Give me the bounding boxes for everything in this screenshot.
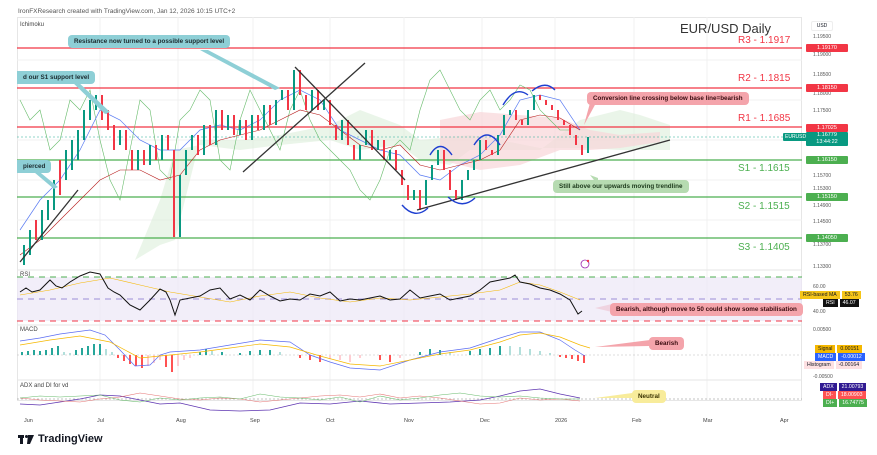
r2-label: R2 - 1.1815 (738, 73, 791, 84)
last-price-tag: 1.16779 13:44:22 (806, 132, 848, 146)
price-tick: 1.18000 (813, 91, 832, 97)
currency-selector[interactable]: USD (811, 21, 833, 31)
price-tick: 1.19500 (813, 34, 832, 40)
rsi-ma-legend: RSI-based MA 53.76 (800, 291, 861, 299)
signal-label: Signal (815, 345, 836, 353)
callout-resistance: Resistance now turned to a possible supp… (68, 35, 231, 48)
macd-pane-label: MACD (20, 327, 38, 333)
s1-tag: 1.16150 (806, 156, 848, 164)
x-tick: Mar (703, 418, 713, 424)
x-tick: Nov (404, 418, 414, 424)
price-tick: 1.13300 (813, 264, 832, 270)
adx-pane-label: ADX and DI for vd (20, 383, 69, 389)
rsi-axis-upper: 60.00 (813, 284, 826, 290)
macd-signal-legend: Signal 0.00151 (815, 345, 863, 353)
price-tick: 1.18500 (813, 72, 832, 78)
callout-s1-support: d our S1 support level (17, 71, 96, 84)
indicator-label: Ichimoku (20, 22, 45, 28)
x-tick: Apr (780, 418, 789, 424)
x-tick: Feb (632, 418, 642, 424)
histogram-legend: Histogram -0.00164 (804, 361, 863, 369)
histogram-value: -0.00164 (835, 361, 863, 369)
di-minus-label: DI- (823, 391, 836, 399)
rsi-value: 46.07 (839, 299, 859, 307)
di-minus-value: 18.00903 (837, 391, 866, 399)
rsi-ma-label: RSI-based MA (800, 291, 840, 299)
rsi-value-label: RSI (823, 299, 838, 307)
r1-label: R1 - 1.1685 (738, 113, 791, 124)
macd-label: MACD (815, 353, 837, 361)
x-tick: Oct (326, 418, 335, 424)
tradingview-logo[interactable]: TradingView (18, 433, 103, 445)
callout-conversion: Conversion line crossing below base line… (587, 92, 749, 105)
chart-credit: IronFXResearch created with TradingView.… (18, 8, 236, 15)
x-tick: Sep (250, 418, 260, 424)
x-tick: Jun (24, 418, 33, 424)
rsi-pane-label: RSI (20, 272, 31, 278)
adx-label: ADX (820, 383, 837, 391)
chart-title: EUR/USD Daily (680, 21, 772, 36)
macd-value: -0.00012 (838, 353, 865, 361)
r3-label: R3 - 1.1917 (738, 35, 791, 46)
s2-tag: 1.15150 (806, 193, 848, 201)
callout-trendline: Still above our upwards moving trendline (553, 180, 689, 193)
di-plus-legend: DI+ 16.74775 (823, 399, 867, 407)
di-plus-label: DI+ (823, 399, 838, 407)
adx-value: 21.00793 (838, 383, 867, 391)
signal-value: 0.00151 (837, 345, 863, 353)
price-tick: 1.15300 (813, 186, 832, 192)
price-tick: 1.14900 (813, 203, 832, 209)
s3-label: S3 - 1.1405 (738, 242, 790, 253)
price-tick: 1.13700 (813, 242, 832, 248)
bar-countdown: 13:44:22 (816, 139, 838, 145)
tradingview-logo-icon (18, 434, 34, 444)
price-tick: 1.15700 (813, 173, 832, 179)
macd-legend: MACD -0.00012 (815, 353, 865, 361)
rsi-axis-lower: 40.00 (813, 309, 826, 315)
di-minus-legend: DI- 18.00903 (823, 391, 866, 399)
symbol-tag: EURUSD (783, 133, 809, 141)
price-tick: 1.19000 (813, 52, 832, 58)
macd-axis-top: 0.00500 (813, 327, 832, 333)
price-tick: 1.17500 (813, 108, 832, 114)
r3-tag: 1.19170 (806, 44, 848, 52)
x-tick: 2026 (555, 418, 568, 424)
price-tick: 1.14500 (813, 219, 832, 225)
tradingview-brand: TradingView (38, 433, 103, 445)
s3-tag: 1.14050 (806, 234, 848, 242)
x-tick: Aug (176, 418, 186, 424)
r1-tag: 1.17025 (806, 124, 848, 132)
chart-frame[interactable] (17, 17, 802, 401)
callout-macd: Bearish (649, 337, 685, 350)
histogram-label: Histogram (804, 361, 834, 369)
callout-pierced: pierced (17, 160, 52, 173)
rsi-ma-value: 53.76 (841, 291, 861, 299)
x-tick: Jul (97, 418, 105, 424)
callout-rsi: Bearish, although move to 50 could show … (610, 303, 803, 316)
last-price: 1.16779 (817, 132, 837, 138)
r2-tag: 1.18150 (806, 84, 848, 92)
x-tick: Dec (480, 418, 490, 424)
di-plus-value: 16.74775 (839, 399, 867, 407)
adx-legend: ADX 21.00793 (820, 383, 867, 391)
s1-label: S1 - 1.1615 (738, 163, 790, 174)
macd-axis-bottom: -0.00500 (813, 374, 833, 380)
rsi-legend: RSI 46.07 (823, 299, 859, 307)
s2-label: S2 - 1.1515 (738, 201, 790, 212)
callout-adx: Neutral (632, 390, 666, 403)
